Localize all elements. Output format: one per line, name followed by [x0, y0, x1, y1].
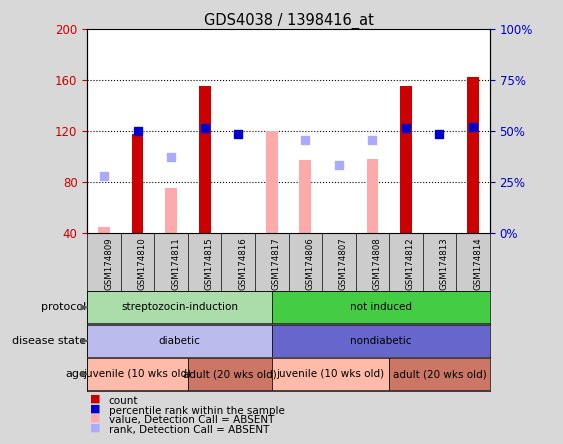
Text: GSM174813: GSM174813 — [440, 238, 449, 290]
Bar — [300, 160, 311, 233]
Bar — [389, 358, 490, 390]
Text: streptozocin-induction: streptozocin-induction — [121, 302, 238, 313]
Title: GDS4038 / 1398416_at: GDS4038 / 1398416_at — [204, 13, 373, 29]
Text: age: age — [66, 369, 87, 379]
Text: count: count — [109, 396, 138, 406]
Text: percentile rank within the sample: percentile rank within the sample — [109, 405, 284, 416]
Bar — [272, 358, 389, 390]
Text: GSM174810: GSM174810 — [137, 238, 146, 290]
Bar — [166, 188, 177, 233]
Text: juvenile (10 wks old): juvenile (10 wks old) — [276, 369, 385, 379]
Text: ■: ■ — [90, 393, 101, 404]
Text: GSM174809: GSM174809 — [104, 238, 113, 290]
Bar — [87, 325, 272, 357]
Text: not induced: not induced — [350, 302, 412, 313]
Text: adult (20 wks old): adult (20 wks old) — [392, 369, 486, 379]
Text: GSM174811: GSM174811 — [171, 238, 180, 290]
Text: ■: ■ — [90, 413, 101, 423]
Text: GSM174817: GSM174817 — [272, 238, 281, 290]
Bar — [467, 77, 479, 233]
Bar — [367, 159, 378, 233]
Text: GSM174808: GSM174808 — [372, 238, 381, 290]
Bar — [272, 291, 490, 323]
Bar — [188, 358, 272, 390]
Text: diabetic: diabetic — [159, 336, 200, 346]
Text: nondiabetic: nondiabetic — [350, 336, 412, 346]
Bar — [87, 291, 272, 323]
Text: GSM174815: GSM174815 — [205, 238, 214, 290]
Bar — [272, 325, 490, 357]
Bar — [400, 86, 412, 233]
Text: value, Detection Call = ABSENT: value, Detection Call = ABSENT — [109, 415, 274, 425]
Text: GSM174812: GSM174812 — [406, 238, 415, 290]
Bar — [266, 131, 278, 233]
Text: ■: ■ — [90, 403, 101, 413]
Text: protocol: protocol — [41, 302, 87, 313]
Bar — [87, 358, 188, 390]
Text: juvenile (10 wks old): juvenile (10 wks old) — [83, 369, 191, 379]
Text: rank, Detection Call = ABSENT: rank, Detection Call = ABSENT — [109, 425, 269, 435]
Text: GSM174814: GSM174814 — [473, 238, 482, 290]
Bar — [98, 227, 110, 233]
Bar — [132, 134, 144, 233]
Text: GSM174816: GSM174816 — [238, 238, 247, 290]
Bar — [199, 86, 211, 233]
Text: GSM174807: GSM174807 — [339, 238, 348, 290]
Text: GSM174806: GSM174806 — [305, 238, 314, 290]
Text: ■: ■ — [90, 423, 101, 433]
Text: adult (20 wks old): adult (20 wks old) — [183, 369, 276, 379]
Text: disease state: disease state — [12, 336, 87, 346]
